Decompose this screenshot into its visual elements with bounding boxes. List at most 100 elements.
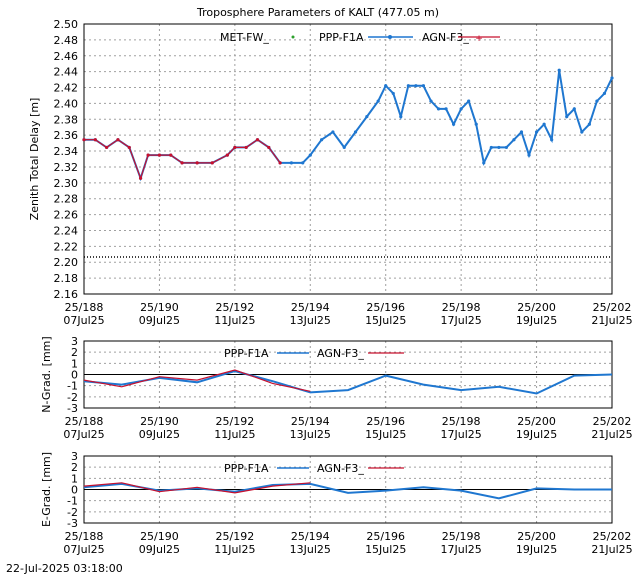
ztd-point-ppp	[384, 84, 388, 88]
ngrad-xtick-date: 17Jul25	[441, 428, 482, 441]
egrad-ytick-label: 1	[71, 472, 78, 485]
ngrad-xtick-doy: 25/188	[65, 415, 104, 428]
ztd-series-agn	[84, 138, 281, 181]
ztd-point-agn	[244, 145, 248, 150]
ztd-ylabel: Zenith Total Delay [m]	[28, 98, 41, 221]
chart-title: Troposphere Parameters of KALT (477.05 m…	[196, 6, 439, 19]
ztd-frame	[83, 23, 613, 295]
ztd-ytick-label: 2.42	[54, 82, 79, 95]
ztd-point-ppp	[459, 107, 463, 111]
ztd-point-ppp	[482, 161, 486, 165]
ztd-point-ppp	[331, 130, 335, 134]
egrad-xtick-doy: 25/190	[140, 530, 179, 543]
ztd-ytick-label: 2.48	[54, 34, 79, 47]
ztd-xtick-date: 13Jul25	[290, 314, 331, 327]
ztd-xtick-doy: 25/200	[517, 301, 556, 314]
ztd-point-ppp	[534, 130, 539, 134]
egrad-xtick-doy: 25/194	[291, 530, 330, 543]
ztd-point-ppp	[602, 91, 607, 96]
ztd-point-agn	[195, 161, 199, 165]
ztd-xtick-date: 11Jul25	[214, 314, 255, 327]
legend-marker-ppp	[388, 35, 392, 39]
legend-label-met: MET-FW_	[220, 31, 269, 44]
egrad-series-agn	[83, 482, 311, 494]
ztd-xtick-date: 19Jul25	[516, 314, 557, 327]
ztd-point-ppp	[519, 130, 524, 134]
ztd-point-ppp	[467, 99, 471, 103]
ngrad-xtick-doy: 25/190	[140, 415, 179, 428]
ztd-point-agn	[82, 138, 86, 142]
ztd-point-ppp	[557, 68, 561, 72]
ztd-point-ppp	[550, 138, 554, 142]
ztd-point-agn	[267, 145, 271, 150]
egrad-legend-label-agn: AGN-F3_	[317, 462, 364, 475]
egrad-xtick-date: 15Jul25	[365, 543, 406, 556]
ztd-point-agn	[225, 153, 229, 157]
ztd-ytick-label: 2.20	[54, 256, 79, 269]
ngrad-xtick-doy: 25/202	[593, 415, 632, 428]
ztd-point-agn	[93, 138, 97, 142]
ngrad-xtick-date: 13Jul25	[290, 428, 331, 441]
ngrad-ytick-label: 0	[71, 369, 78, 382]
ztd-ytick-label: 2.26	[54, 209, 79, 222]
ngrad-ytick-label: -1	[67, 380, 78, 393]
ztd-xtick-date: 15Jul25	[365, 314, 406, 327]
ztd-point-agn	[233, 145, 237, 150]
ztd-point-ppp	[421, 84, 426, 88]
ztd-point-agn	[138, 176, 143, 180]
egrad-xtick-doy: 25/196	[366, 530, 405, 543]
ztd-point-ppp	[565, 114, 569, 119]
ngrad-xtick-doy: 25/196	[366, 415, 405, 428]
egrad-ytick-label: -2	[67, 506, 78, 519]
ztd-point-ppp	[289, 161, 294, 165]
ztd-point-agn	[105, 145, 109, 150]
ztd-point-ppp	[512, 138, 516, 142]
ztd-point-ppp	[406, 84, 410, 88]
ztd-ytick-label: 2.34	[54, 145, 79, 158]
ngrad-xtick-date: 21Jul25	[591, 428, 632, 441]
ngrad-series-agn	[83, 369, 311, 392]
ztd-ytick-label: 2.22	[54, 240, 79, 253]
ztd-xtick-date: 09Jul25	[139, 314, 180, 327]
egrad-ytick-label: 3	[71, 450, 78, 463]
egrad-xtick-doy: 25/200	[517, 530, 556, 543]
ztd-ytick-label: 2.32	[54, 161, 79, 174]
ngrad-xtick-date: 09Jul25	[139, 428, 180, 441]
ztd-point-agn	[180, 161, 184, 165]
ztd-point-ppp	[399, 114, 403, 119]
timestamp: 22-Jul-2025 03:18:00	[6, 562, 123, 575]
egrad-xtick-date: 09Jul25	[139, 543, 180, 556]
ztd-point-ppp	[391, 91, 395, 96]
ztd-point-ppp	[527, 153, 531, 157]
ngrad-xtick-doy: 25/192	[216, 415, 255, 428]
legend-marker-met	[291, 35, 295, 39]
ztd-ytick-label: 2.16	[54, 288, 79, 301]
ngrad-xtick-doy: 25/198	[442, 415, 481, 428]
ztd-series-ppp	[84, 70, 613, 182]
ztd-point-ppp	[452, 122, 456, 126]
ztd-ytick-label: 2.36	[54, 129, 79, 142]
ztd-point-ppp	[587, 122, 591, 126]
ztd-point-ppp	[376, 99, 380, 103]
ztd-point-ppp	[595, 99, 599, 103]
egrad-xtick-doy: 25/188	[65, 530, 104, 543]
ztd-point-ppp	[497, 145, 501, 150]
ztd-point-ppp	[580, 130, 584, 134]
ztd-point-ppp	[301, 161, 305, 165]
ztd-ytick-label: 2.38	[54, 113, 79, 126]
ztd-ytick-label: 2.28	[54, 193, 79, 206]
ztd-xtick-doy: 25/190	[140, 301, 179, 314]
egrad-xtick-date: 21Jul25	[591, 543, 632, 556]
ztd-xtick-doy: 25/196	[366, 301, 405, 314]
ngrad-series-ppp	[83, 370, 613, 395]
ztd-point-ppp	[474, 122, 478, 126]
ztd-point-ppp	[489, 145, 493, 150]
egrad-xtick-doy: 25/198	[442, 530, 481, 543]
ztd-ytick-label: 2.30	[54, 177, 79, 190]
ztd-xtick-doy: 25/188	[65, 301, 104, 314]
ztd-xtick-date: 21Jul25	[591, 314, 632, 327]
egrad-ytick-label: -3	[67, 517, 78, 530]
ztd-point-agn	[278, 161, 282, 165]
